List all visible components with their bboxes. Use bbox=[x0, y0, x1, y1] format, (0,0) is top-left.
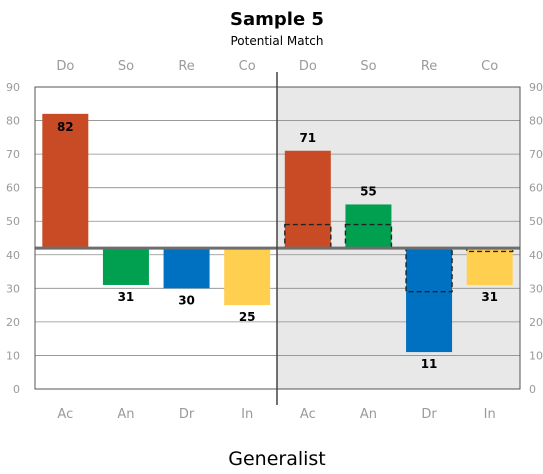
bottom-category-label: Dr bbox=[421, 407, 437, 422]
chart-subtitle: Potential Match bbox=[231, 34, 324, 48]
bar-left-co bbox=[224, 248, 271, 306]
chart-title: Sample 5 bbox=[230, 9, 324, 30]
reference-marker bbox=[405, 247, 453, 293]
value-label: 82 bbox=[57, 120, 74, 134]
bar-left-so bbox=[102, 248, 149, 285]
bottom-category-label: Ac bbox=[57, 407, 73, 422]
top-category-label: Do bbox=[56, 59, 74, 74]
bar-left-do bbox=[42, 113, 89, 249]
bottom-category-label: In bbox=[484, 407, 496, 422]
bar-left-re bbox=[163, 248, 210, 289]
y-tick-label-left: 20 bbox=[6, 316, 20, 329]
bottom-category-label: An bbox=[117, 407, 134, 422]
y-tick-label-right: 70 bbox=[529, 148, 543, 161]
bar-right-so bbox=[345, 204, 392, 249]
value-label: 30 bbox=[178, 293, 195, 307]
x-axis-label: Generalist bbox=[228, 448, 326, 470]
y-tick-label-left: 10 bbox=[6, 349, 20, 362]
plot-area: 0 0 10 10 20 20 30 30 40 40 50 50 60 60 70 70 80 80 90 90 82… bbox=[6, 59, 543, 422]
bar-right-do bbox=[284, 150, 331, 249]
value-label: 31 bbox=[118, 290, 135, 304]
bar-right-co bbox=[466, 248, 513, 285]
y-tick-label-right: 10 bbox=[529, 349, 543, 362]
y-tick-label-left: 50 bbox=[6, 215, 20, 228]
y-tick-label-right: 60 bbox=[529, 182, 543, 195]
bottom-category-label: In bbox=[241, 407, 253, 422]
bottom-category-label: Dr bbox=[179, 407, 195, 422]
top-category-label: So bbox=[360, 59, 376, 74]
y-tick-label-left: 40 bbox=[6, 249, 20, 262]
y-tick-label-left: 70 bbox=[6, 148, 20, 161]
y-tick-label-left: 60 bbox=[6, 182, 20, 195]
top-category-label: Co bbox=[481, 59, 498, 74]
top-category-label: So bbox=[118, 59, 134, 74]
value-label: 11 bbox=[421, 357, 438, 371]
y-tick-label-right: 50 bbox=[529, 215, 543, 228]
y-tick-label-left: 90 bbox=[6, 81, 20, 94]
y-tick-label-right: 0 bbox=[529, 383, 536, 396]
reference-marker bbox=[465, 247, 514, 253]
value-label: 31 bbox=[481, 290, 498, 304]
y-tick-label-right: 90 bbox=[529, 81, 543, 94]
value-label: 55 bbox=[360, 184, 377, 198]
value-label: 71 bbox=[299, 131, 316, 145]
y-tick-label-right: 30 bbox=[529, 282, 543, 295]
y-tick-label-right: 20 bbox=[529, 316, 543, 329]
y-tick-label-right: 80 bbox=[529, 115, 543, 128]
y-tick-label-left: 0 bbox=[13, 383, 20, 396]
bottom-category-label: An bbox=[360, 407, 377, 422]
y-tick-label-left: 80 bbox=[6, 115, 20, 128]
bar-right-re bbox=[406, 248, 453, 353]
y-tick-label-left: 30 bbox=[6, 282, 20, 295]
top-category-label: Re bbox=[178, 59, 194, 74]
y-tick-label-right: 40 bbox=[529, 249, 543, 262]
top-category-label: Re bbox=[421, 59, 437, 74]
top-category-label: Co bbox=[239, 59, 256, 74]
top-category-label: Do bbox=[299, 59, 317, 74]
value-label: 25 bbox=[239, 310, 256, 324]
bottom-category-label: Ac bbox=[300, 407, 316, 422]
